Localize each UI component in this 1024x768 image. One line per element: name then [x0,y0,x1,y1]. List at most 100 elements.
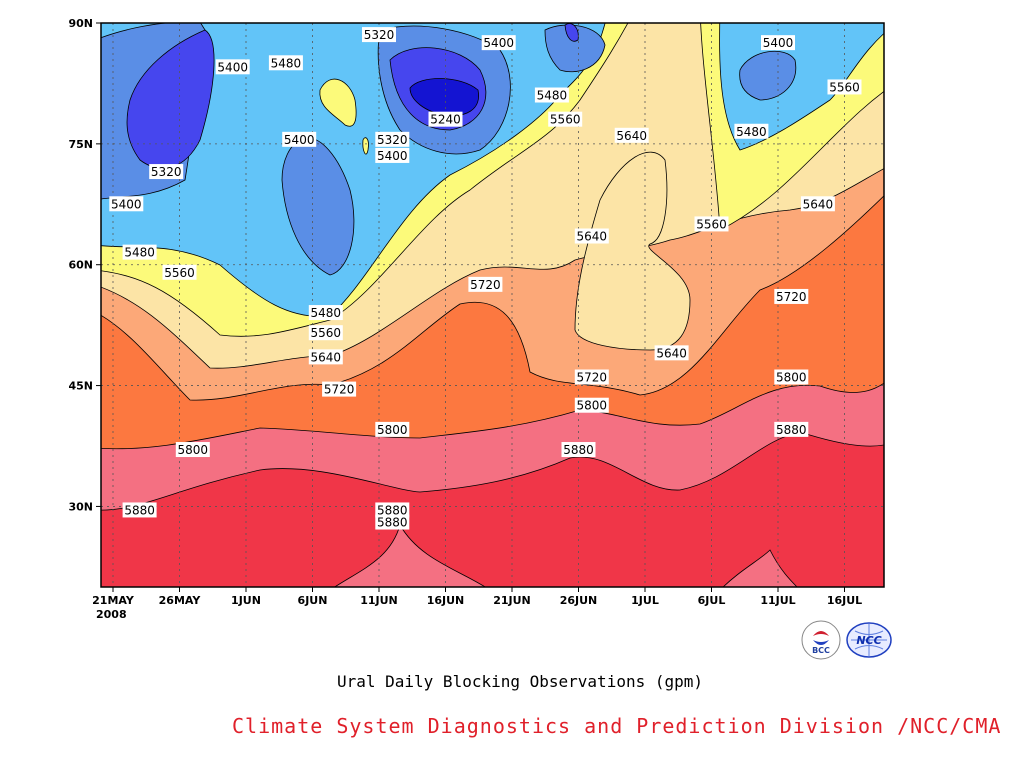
y-tick-label: 60N [68,259,93,272]
contour-label: 5720 [468,276,503,292]
contour-label-text: 5480 [537,89,568,103]
contour-label-text: 5240 [430,113,461,127]
contour-label: 5480 [122,244,157,260]
contour-label-text: 5880 [377,516,408,530]
contour-label-bg [149,164,184,180]
x-tick-label: 6JUL [698,594,726,607]
contour-label: 5400 [481,35,516,51]
contour-label-bg [654,345,689,361]
contour-label-text: 5640 [577,230,608,244]
x-tick-label: 11JUN [360,594,398,607]
contour-label-text: 5880 [124,503,155,517]
contour-label: 5800 [375,421,410,437]
band-5480-5560-island-2 [362,137,369,155]
contour-label: 5640 [308,349,343,365]
contour-label-bg [375,421,410,437]
contour-label-bg [162,264,197,280]
contour-label-bg [574,369,609,385]
contour-label-bg [109,196,144,212]
contour-label: 5800 [175,442,210,458]
contour-label: 5720 [574,369,609,385]
ncc-logo-text: NCC [856,634,881,647]
contour-label-bg [375,131,410,147]
contour-label: 5320 [375,131,410,147]
contour-label-text: 5320 [364,28,395,42]
contour-label-bg [175,442,210,458]
contour-label-text: 5720 [577,371,608,385]
contour-label: 5640 [574,228,609,244]
contour-label: 5480 [534,87,569,103]
band-5320-5400-mid [281,137,355,276]
contour-label: 5400 [215,59,250,75]
band-below-5240 [409,78,479,117]
contour-label-text: 5560 [829,80,860,94]
contour-label: 5400 [761,35,795,51]
contour-label: 5560 [694,216,729,232]
contour-label-bg [761,35,795,51]
contour-label-bg [122,502,157,518]
contour-label-bg [308,349,343,365]
band-5320-5400-ne [544,24,606,73]
contour-label-text: 5480 [271,56,302,70]
band-5320-5400-east [739,51,797,101]
x-tick-label: 21JUN [493,594,531,607]
chart-title: Ural Daily Blocking Observations (gpm) [336,672,704,691]
x-axis: 21MAY 26MAY 1JUN 6JUN 11JUN 16JUN 21JUN 26JUN 1J… [92,587,862,607]
contour-label-text: 5720 [324,383,355,397]
contour-label-bg [215,59,250,75]
contour-label-bg [574,397,609,413]
y-tick-label: 75N [68,138,93,151]
year-label: 2008 [96,608,127,621]
ncc-logo: NCC [846,622,892,658]
contour-label: 5400 [109,196,144,212]
contour-label-bg [428,111,463,127]
y-tick-label: 90N [68,17,93,30]
contour-label: 5320 [149,164,184,180]
contour-label-bg [827,79,862,95]
contour-label-text: 5720 [776,290,807,304]
contour-label: 5480 [308,305,343,321]
contour-label-bg [268,55,303,71]
contour-label-text: 5640 [803,197,834,211]
contour-label-text: 5800 [178,443,209,457]
contour-label: 5480 [268,55,303,71]
contour-label: 5880 [561,442,596,458]
plot-frame [100,22,885,588]
contour-label-bg [694,216,729,232]
contour-label-bg [375,502,410,518]
contour-label-bg [481,35,516,51]
contour-label: 5560 [827,79,862,95]
contour-label: 5480 [734,123,769,139]
contour-label-text: 5880 [776,423,807,437]
band-5800-5880-south-east [722,549,798,587]
contour-label: 5720 [774,288,809,304]
grid [101,23,884,587]
contour-label-text: 5560 [696,217,727,231]
contour-label-bg [774,288,809,304]
x-tick-label: 16JUN [427,594,465,607]
contour-label-text: 5800 [377,423,408,437]
band-5560-5640-inner [574,151,691,351]
contour-label-bg [375,147,410,163]
contour-label-bg [308,305,343,321]
contour-label-text: 5320 [151,165,182,179]
contour-label-text: 5480 [124,246,155,260]
contour-label-bg [122,244,157,260]
contour-label-text: 5640 [656,346,687,360]
y-tick-label: 30N [68,500,93,513]
contour-label: 5560 [548,111,583,127]
contour-label-bg [534,87,569,103]
x-tick-label: 26MAY [159,594,202,607]
contour-label-bg [614,127,649,143]
contour-label: 5800 [774,369,809,385]
contour-label: 5400 [375,147,410,163]
contour-label: 5640 [800,196,835,212]
band-5480-5560-island [319,78,357,127]
contour-label: 5320 [362,27,396,43]
contour-label-text: 5400 [377,149,408,163]
y-tick-label: 45N [68,380,93,393]
contour-label: 5400 [282,131,317,147]
contour-labels: 5320 5400 5400 5400 5480 5560 5480 5240 5560 5400… [109,27,862,530]
contour-label-bg [548,111,583,127]
